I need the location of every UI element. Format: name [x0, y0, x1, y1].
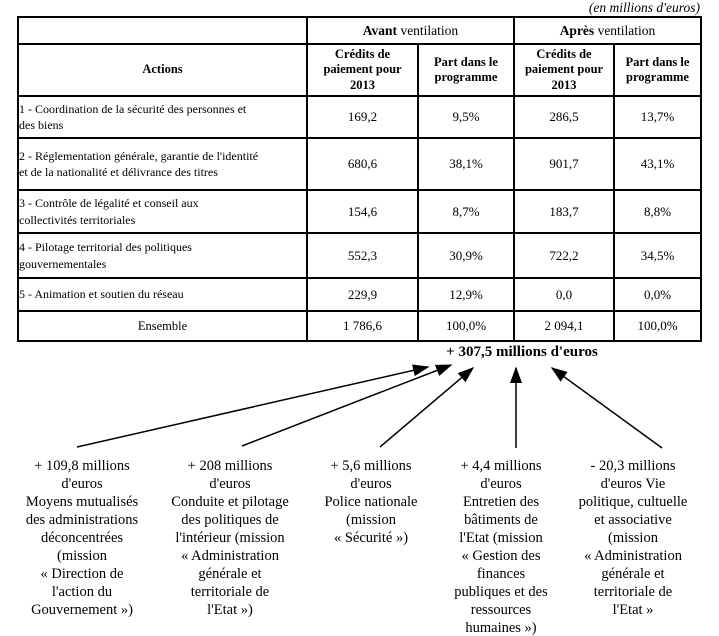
arrow-source-2: [241, 364, 453, 447]
group-header-avant-rest: ventilation: [397, 22, 459, 38]
table-row: 4 - Pilotage territorial des politiques …: [17, 232, 702, 279]
group-header-apres: Après ventilation: [513, 16, 702, 45]
budget-table: Avant ventilation Après ventilation Acti…: [17, 16, 702, 342]
cp-avant-value: 552,3: [306, 232, 419, 279]
part-avant-value: 12,9%: [417, 277, 515, 312]
source-note-4: + 4,4 millions d'euros Entretien des bât…: [454, 458, 548, 636]
group-header-avant-bold: Avant: [362, 22, 398, 38]
part-avant-value: 9,5%: [417, 95, 515, 139]
total-cp-avant: 1 786,6: [306, 310, 419, 342]
cp-apres-value: 722,2: [513, 232, 615, 279]
total-row: Ensemble 1 786,6 100,0% 2 094,1 100,0%: [17, 310, 702, 342]
table-row: 3 - Contrôle de légalité et conseil aux …: [17, 189, 702, 234]
part-apres-value: 13,7%: [613, 95, 702, 139]
cp-avant-value: 169,2: [306, 95, 419, 139]
part-apres-value: 0,0%: [613, 277, 702, 312]
total-increase-label: + 307,5 millions d'euros: [446, 344, 598, 360]
cp-apres-value: 0,0: [513, 277, 615, 312]
action-label: 3 - Contrôle de légalité et conseil aux …: [17, 189, 308, 234]
table-row: 5 - Animation et soutien du réseau 229,9…: [17, 277, 702, 312]
cp-avant-value: 680,6: [306, 137, 419, 191]
action-label: 5 - Animation et soutien du réseau: [17, 277, 308, 312]
source-note-1: + 109,8 millions d'euros Moyens mutualis…: [25, 458, 139, 618]
part-avant-value: 8,7%: [417, 189, 515, 234]
group-header-apres-bold: Après: [559, 22, 595, 38]
group-header-avant: Avant ventilation: [306, 16, 515, 45]
part-apres-value: 8,8%: [613, 189, 702, 234]
column-header-row: Actions Crédits de paiement pour 2013 Pa…: [17, 43, 702, 97]
arrow-source-3: [379, 367, 475, 448]
cp-apres-value: 286,5: [513, 95, 615, 139]
cp-avant-value: 229,9: [306, 277, 419, 312]
total-part-avant: 100,0%: [417, 310, 515, 342]
cp-apres-value: 901,7: [513, 137, 615, 191]
unit-label: (en millions d'euros): [588, 0, 700, 15]
source-note-5: - 20,3 millions d'euros Vie politique, c…: [578, 458, 688, 618]
source-note-3: + 5,6 millions d'euros Police nationale …: [324, 458, 418, 546]
column-header-part-apres: Part dans le programme: [613, 43, 702, 97]
group-header-apres-rest: ventilation: [594, 22, 656, 38]
column-header-credits-avant: Crédits de paiement pour 2013: [306, 43, 419, 97]
arrow-source-1: [76, 364, 430, 448]
total-label: Ensemble: [17, 310, 308, 342]
column-header-actions: Actions: [17, 43, 308, 97]
action-label: 4 - Pilotage territorial des politiques …: [17, 232, 308, 279]
action-label: 2 - Réglementation générale, garantie de…: [17, 137, 308, 191]
total-cp-apres: 2 094,1: [513, 310, 615, 342]
part-apres-value: 43,1%: [613, 137, 702, 191]
arrow-source-5: [550, 367, 663, 449]
part-apres-value: 34,5%: [613, 232, 702, 279]
group-header-row: Avant ventilation Après ventilation: [17, 16, 702, 45]
part-avant-value: 30,9%: [417, 232, 515, 279]
table-row: 2 - Réglementation générale, garantie de…: [17, 137, 702, 191]
total-part-apres: 100,0%: [613, 310, 702, 342]
cp-avant-value: 154,6: [306, 189, 419, 234]
column-header-credits-apres: Crédits de paiement pour 2013: [513, 43, 615, 97]
blank-corner-cell: [17, 16, 308, 45]
source-note-2: + 208 millions d'euros Conduite et pilot…: [171, 458, 289, 618]
column-header-part-avant: Part dans le programme: [417, 43, 515, 97]
action-label: 1 - Coordination de la sécurité des pers…: [17, 95, 308, 139]
table-row: 1 - Coordination de la sécurité des pers…: [17, 95, 702, 139]
part-avant-value: 38,1%: [417, 137, 515, 191]
cp-apres-value: 183,7: [513, 189, 615, 234]
